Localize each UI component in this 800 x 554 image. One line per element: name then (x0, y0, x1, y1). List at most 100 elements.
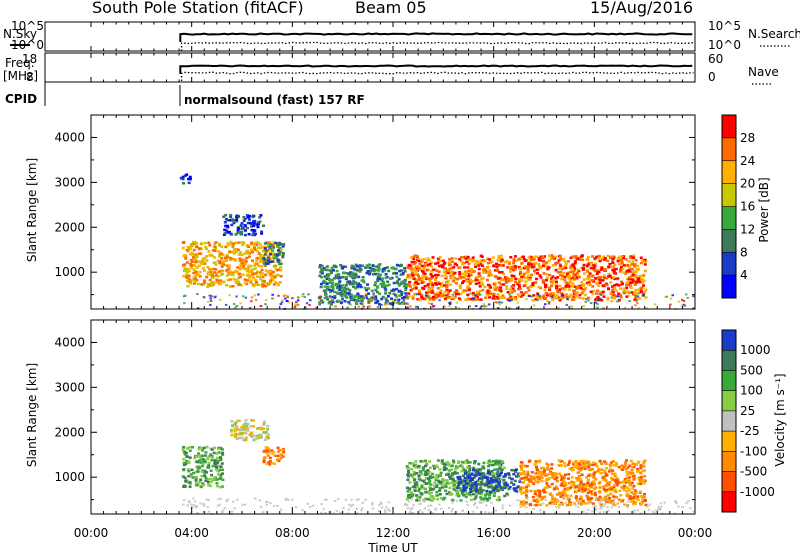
echo-cell (474, 299, 477, 301)
echo-cell (188, 449, 192, 452)
echo-cell (259, 305, 263, 307)
echo-cell (677, 505, 680, 508)
echo-cell (367, 301, 371, 305)
echo-cell (623, 292, 626, 295)
echo-cell (253, 279, 257, 282)
echo-cell (496, 277, 500, 280)
echo-cell (609, 292, 613, 295)
echo-cell (179, 176, 183, 180)
echo-cell (609, 486, 613, 489)
echo-cell (262, 260, 266, 263)
echo-cell (195, 245, 199, 249)
echo-cell (629, 267, 633, 271)
echo-cell (187, 461, 191, 465)
echo-cell (236, 266, 240, 269)
echo-cell (209, 281, 213, 285)
echo-cell (335, 291, 339, 294)
echo-cell (438, 503, 441, 506)
echo-cell (572, 273, 576, 276)
echo-cell (508, 476, 511, 479)
echo-cell (234, 250, 238, 253)
echo-cell (371, 507, 375, 510)
echo-cell (617, 505, 621, 508)
echo-cell (644, 260, 648, 263)
echo-cell (248, 218, 251, 221)
echo-cell (238, 436, 242, 440)
echo-cell (401, 296, 404, 300)
echo-cell (325, 265, 329, 268)
echo-cell (608, 501, 612, 504)
echo-cell (356, 292, 360, 295)
echo-cell (359, 268, 363, 271)
echo-cell (576, 291, 580, 294)
echo-cell (491, 472, 495, 475)
echo-cell (213, 460, 217, 463)
echo-cell (205, 259, 209, 262)
echo-cell (563, 481, 567, 485)
echo-cell (501, 460, 504, 463)
echo-cell (596, 289, 600, 292)
echo-cell (294, 303, 298, 306)
echo-cell (575, 287, 579, 290)
echo-cell (488, 485, 492, 488)
echo-cell (610, 285, 614, 288)
echo-cell (532, 258, 536, 261)
echo-cell (238, 275, 242, 279)
echo-cell (189, 246, 193, 249)
echo-cell (466, 266, 470, 269)
echo-cell (253, 264, 257, 267)
echo-cell (542, 294, 546, 298)
echo-cell (549, 284, 553, 288)
echo-cell (350, 505, 353, 508)
echo-cell (308, 304, 311, 306)
colorbar-tick-label: -500 (740, 465, 767, 479)
echo-cell (481, 264, 485, 267)
echo-cell (630, 491, 634, 494)
echo-cell (240, 253, 244, 257)
echo-cell (527, 266, 531, 269)
echo-cell (596, 306, 599, 309)
echo-cell (576, 257, 580, 260)
echo-cell (537, 263, 541, 266)
echo-cell (444, 267, 447, 270)
echo-cell (402, 299, 406, 301)
echo-cell (451, 507, 454, 510)
echo-cell (479, 490, 483, 493)
echo-cell (428, 485, 432, 489)
echo-cell (631, 279, 635, 282)
echo-cell (272, 257, 276, 260)
echo-cell (532, 503, 536, 506)
noise-panel: N.Sky N.Search 10^5 10^0 10^5 10^0 (3, 19, 800, 52)
echo-cell (530, 273, 534, 277)
echo-cell (461, 509, 464, 512)
echo-cell (488, 480, 492, 483)
echo-cell (425, 276, 429, 280)
echo-cell (366, 283, 369, 286)
echo-cell (406, 303, 410, 306)
echo-cell (451, 274, 455, 277)
echo-cell (571, 285, 575, 288)
echo-cell (362, 296, 366, 300)
echo-cell (261, 249, 265, 253)
echo-cell (518, 287, 522, 290)
echo-cell (249, 242, 253, 245)
echo-cell (528, 503, 532, 506)
echo-cell (200, 470, 204, 473)
echo-cell (181, 175, 185, 179)
echo-cell (479, 500, 482, 503)
echo-cell (607, 483, 611, 486)
echo-cell (211, 274, 215, 277)
echo-cell (418, 470, 422, 473)
echo-cell (631, 462, 635, 465)
echo-cell (269, 502, 272, 504)
echo-cell (452, 461, 456, 464)
echo-cell (495, 486, 498, 490)
echo-cell (613, 277, 617, 281)
echo-cell (219, 458, 223, 461)
echo-cell (456, 465, 460, 468)
echo-cell (467, 269, 471, 273)
echo-cell (233, 430, 237, 433)
echo-cell (533, 281, 537, 284)
echo-cell (468, 282, 472, 285)
echo-cell (493, 287, 497, 290)
